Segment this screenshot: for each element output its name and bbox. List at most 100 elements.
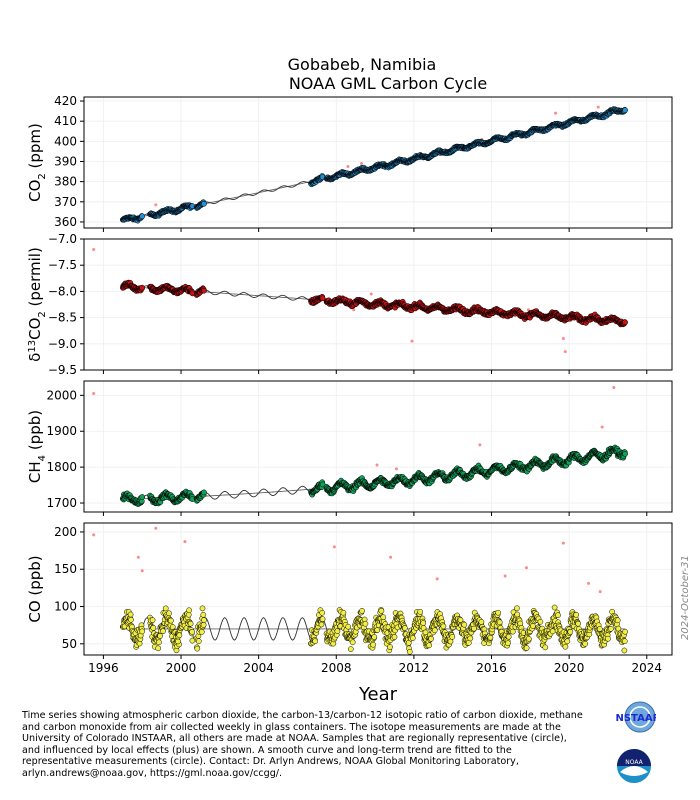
data-point	[621, 638, 628, 645]
data-point	[409, 635, 416, 641]
outlier-point	[360, 162, 364, 166]
data-point	[201, 617, 207, 623]
data-point	[608, 625, 614, 632]
outlier-point	[612, 385, 616, 389]
data-point	[166, 610, 172, 617]
panel-ch4: 1700 1800 1900 2000 CH4 (ppb)	[26, 380, 673, 516]
y-tick-label: −9.5	[48, 363, 77, 377]
data-point	[374, 627, 381, 633]
y-axis-label-part: 13	[27, 340, 38, 353]
data-point	[461, 621, 468, 628]
data-point	[530, 623, 536, 629]
outlier-point	[369, 292, 373, 296]
y-tick-label: 400	[54, 134, 77, 148]
data-point	[370, 641, 377, 648]
figure-caption: Time series showing atmospheric carbon d…	[22, 710, 602, 779]
outlier-point	[332, 545, 336, 549]
y-tick-label: 1800	[46, 460, 77, 474]
data-point	[149, 617, 156, 623]
data-point	[194, 645, 201, 652]
y-axis-label: CO2 (ppm)	[26, 123, 48, 202]
data-point	[312, 638, 319, 645]
data-point	[537, 618, 544, 625]
y-axis-label-part: CO	[26, 318, 44, 340]
outlier-point	[92, 392, 96, 396]
data-point	[496, 619, 503, 626]
x-tick-label: 2000	[166, 661, 197, 675]
y-tick-label: 360	[54, 215, 77, 229]
data-point	[127, 611, 134, 618]
y-tick-label: 410	[54, 114, 77, 128]
outlier-point	[563, 350, 567, 354]
data-point	[380, 614, 387, 621]
outlier-point	[503, 574, 507, 578]
outlier-point	[478, 443, 482, 447]
data-point	[139, 213, 146, 220]
y-axis-label-part: (ppm)	[26, 123, 44, 173]
outlier-point	[435, 577, 439, 581]
data-point	[609, 608, 615, 615]
y-axis-label-part: (ppb)	[26, 410, 44, 455]
data-point	[402, 625, 408, 631]
x-tick-label: 2020	[554, 661, 585, 675]
data-point	[347, 646, 354, 652]
data-point	[175, 638, 181, 645]
data-point	[319, 609, 326, 616]
data-point	[505, 633, 512, 640]
data-point	[614, 617, 621, 624]
data-point	[319, 616, 326, 622]
data-point	[201, 287, 207, 294]
outlier-point	[524, 566, 528, 570]
outlier-point	[92, 247, 96, 251]
data-point	[195, 638, 202, 645]
outlier-point	[183, 540, 187, 544]
data-point	[168, 617, 174, 624]
data-point	[420, 620, 427, 626]
data-point	[340, 609, 347, 616]
data-point	[575, 620, 581, 627]
data-point	[622, 319, 628, 326]
caption-line: Time series showing atmospheric carbon d…	[22, 710, 583, 721]
y-tick-label: −9.0	[48, 337, 77, 351]
data-point	[199, 605, 206, 612]
outlier-point	[375, 463, 379, 467]
data-point	[201, 200, 207, 207]
data-point	[523, 645, 530, 651]
panel-frame	[83, 380, 673, 513]
x-tick-label: 2016	[476, 661, 507, 675]
y-tick-label: −8.0	[48, 284, 77, 298]
y-axis-label-part: CO	[26, 180, 44, 202]
data-point	[622, 451, 628, 457]
outlier-point	[561, 541, 565, 545]
instaar-logo-text: INSTAAR	[616, 713, 656, 724]
data-point	[162, 605, 169, 612]
data-point	[514, 605, 520, 612]
outlier-point	[140, 569, 144, 573]
data-point	[187, 620, 194, 627]
data-point	[156, 639, 162, 646]
y-axis-label-part: (permil)	[26, 247, 44, 311]
data-point	[428, 635, 434, 642]
data-point	[391, 634, 398, 640]
data-point	[621, 647, 628, 654]
y-axis-label: CH4 (ppb)	[26, 410, 48, 483]
outlier-point	[346, 165, 350, 169]
y-axis-label: CO (ppb)	[26, 555, 44, 622]
data-point	[201, 489, 207, 496]
x-tick-label: 1996	[88, 661, 119, 675]
data-point	[525, 635, 532, 642]
y-tick-label: 1900	[46, 424, 77, 438]
y-axis-label-part: (ppb)	[26, 555, 44, 600]
data-point	[564, 638, 571, 645]
data-point	[467, 635, 474, 642]
data-point	[478, 619, 485, 625]
outlier-point	[389, 555, 393, 559]
y-tick-label: 1700	[46, 496, 77, 510]
instaar-logo: INSTAAR	[616, 701, 656, 733]
data-point	[551, 604, 558, 611]
data-point	[495, 609, 502, 616]
data-point	[318, 621, 325, 628]
data-point	[573, 611, 580, 618]
caption-line: and influenced by local effects (plus) a…	[22, 744, 512, 756]
y-tick-label: 370	[54, 195, 77, 209]
